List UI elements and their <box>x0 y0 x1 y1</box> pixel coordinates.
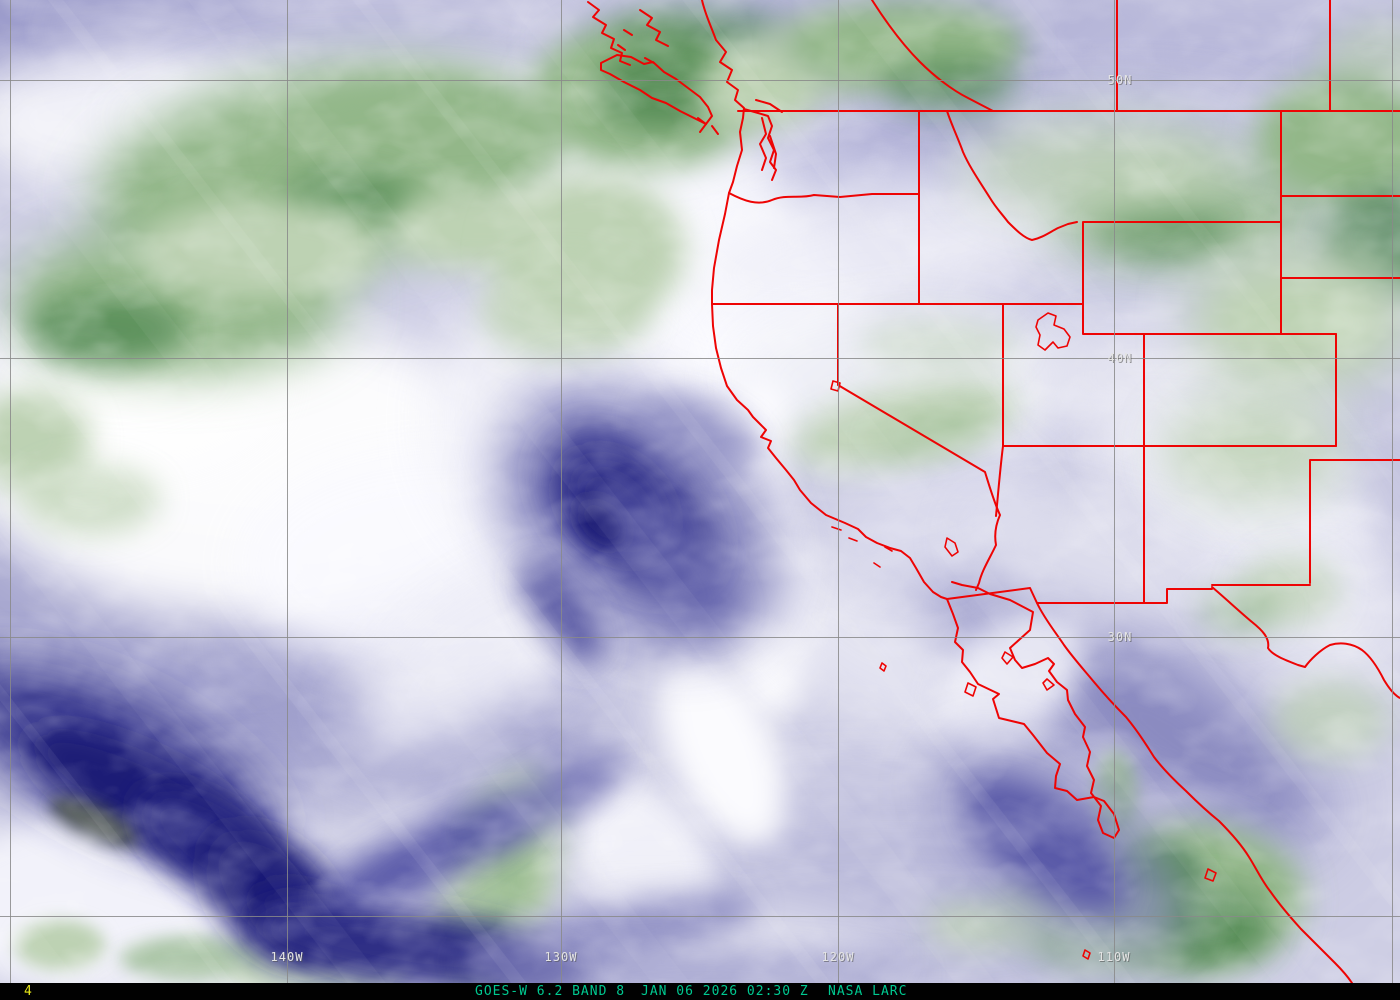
frame-counter: 4 <box>24 984 33 999</box>
caption-bar: 4 GOES-W 6.2 BAND 8 JAN 06 2026 02:30 Z … <box>0 983 1400 1000</box>
map-borders <box>587 0 1400 983</box>
caption-timestamp: JAN 06 2026 02:30 Z <box>641 984 809 999</box>
caption-credit: NASA LARC <box>828 984 908 999</box>
caption-title: GOES-W 6.2 BAND 8 <box>475 984 626 999</box>
